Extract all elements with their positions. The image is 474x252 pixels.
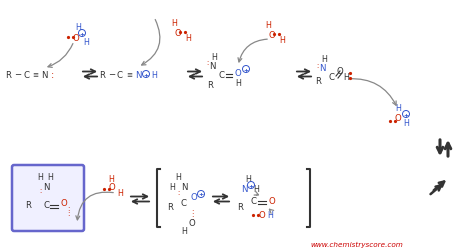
Text: O: O [235, 68, 241, 77]
Text: H: H [395, 103, 401, 112]
Text: O: O [174, 28, 182, 37]
Text: +: + [199, 192, 204, 197]
Text: ·: · [177, 191, 179, 197]
Text: H: H [169, 183, 175, 192]
Text: R: R [25, 201, 31, 210]
Text: C: C [251, 197, 257, 206]
Text: +: + [243, 67, 249, 72]
Text: H: H [83, 37, 89, 46]
FancyBboxPatch shape [12, 165, 84, 231]
Text: N: N [241, 185, 247, 194]
Text: ≡: ≡ [126, 72, 132, 78]
Text: R: R [5, 70, 11, 79]
Text: H: H [253, 185, 259, 194]
Text: H: H [245, 175, 251, 184]
Text: H: H [403, 118, 409, 127]
Text: C: C [23, 70, 29, 79]
Text: O: O [109, 183, 115, 192]
Text: H: H [235, 78, 241, 87]
Text: O: O [269, 197, 275, 206]
Text: H: H [108, 175, 114, 184]
Text: +: + [403, 112, 409, 117]
Text: N: N [43, 183, 49, 192]
Text: H: H [171, 18, 177, 27]
Text: H: H [211, 52, 217, 61]
Text: N: N [319, 63, 325, 72]
Text: N: N [135, 70, 141, 79]
Text: :: : [191, 208, 193, 214]
Text: R: R [99, 70, 105, 79]
Text: :: : [67, 205, 69, 211]
Text: ·: · [206, 62, 208, 68]
Text: ·: · [177, 188, 179, 194]
Text: H: H [343, 72, 349, 81]
Text: R: R [207, 80, 213, 89]
Text: +: + [79, 32, 85, 36]
Text: :: : [67, 210, 69, 216]
Text: ≡: ≡ [32, 72, 38, 78]
Text: H: H [267, 211, 273, 220]
Text: H: H [75, 22, 81, 32]
Text: N: N [209, 61, 215, 70]
Text: H: H [181, 227, 187, 236]
Text: H: H [175, 173, 181, 182]
Text: R: R [315, 76, 321, 85]
Text: O: O [269, 30, 275, 39]
Text: C: C [43, 201, 49, 210]
Text: O: O [191, 193, 197, 202]
Text: C: C [219, 70, 225, 79]
Text: ·: · [316, 65, 318, 71]
Text: O: O [189, 219, 195, 228]
Text: :: : [191, 214, 193, 220]
Text: H: H [151, 70, 157, 79]
Text: O: O [395, 113, 401, 122]
Text: O: O [259, 211, 265, 220]
Text: N: N [181, 183, 187, 192]
Text: R: R [167, 203, 173, 212]
Text: ─: ─ [109, 70, 115, 79]
Text: H: H [47, 173, 53, 182]
Text: :: : [50, 70, 54, 80]
Text: C: C [117, 70, 123, 79]
Text: ·: · [316, 62, 318, 68]
Text: +: + [248, 183, 254, 188]
Text: C: C [329, 72, 335, 81]
Text: www.chemistryscore.com: www.chemistryscore.com [310, 241, 403, 247]
Text: ·: · [39, 189, 41, 195]
Text: O: O [61, 199, 67, 208]
Text: +: + [143, 72, 149, 77]
Text: H: H [37, 173, 43, 182]
Text: N: N [41, 70, 47, 79]
Text: R: R [237, 203, 243, 212]
Text: ·: · [206, 59, 208, 65]
Text: ·: · [39, 186, 41, 192]
Text: H: H [185, 33, 191, 42]
Text: H: H [279, 35, 285, 44]
Text: H: H [321, 54, 327, 63]
Text: O: O [337, 66, 343, 75]
Text: C: C [181, 199, 187, 208]
Text: ─: ─ [15, 70, 21, 79]
Text: H: H [265, 20, 271, 29]
Text: H: H [117, 188, 123, 197]
Text: O: O [73, 33, 79, 42]
